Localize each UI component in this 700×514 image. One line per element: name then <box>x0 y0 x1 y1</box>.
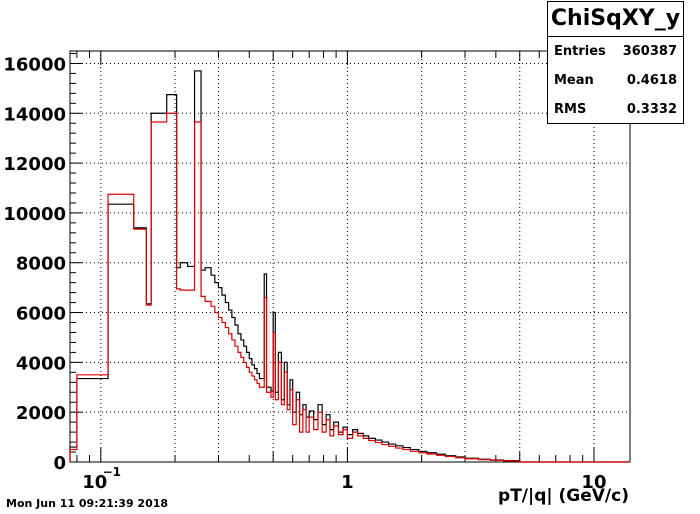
x-tick-labels: 10−1 1 10 <box>82 465 606 493</box>
series-layer <box>69 70 630 463</box>
y-tick-label: 12000 <box>3 154 66 175</box>
y-tick-label: 16000 <box>3 54 66 75</box>
y-tick-label: 4000 <box>16 353 66 374</box>
y-tick-label: 0 <box>53 453 66 474</box>
y-tick-label: 6000 <box>16 304 66 325</box>
stats-title: ChiSqXY_y <box>548 2 683 37</box>
x-tick-label: 10 <box>581 472 606 493</box>
grid-lines <box>70 51 630 462</box>
y-tick-label: 14000 <box>3 104 66 125</box>
y-tick-label: 10000 <box>3 204 66 225</box>
stats-row-entries: Entries 360387 <box>548 37 683 66</box>
minor-ticks <box>70 51 595 463</box>
stats-mean-value: 0.4618 <box>626 73 677 88</box>
x-tick-label: 10 <box>82 472 107 493</box>
stats-row-rms: RMS 0.3332 <box>548 95 683 124</box>
stats-entries-label: Entries <box>554 44 606 59</box>
series-0-histogram <box>69 70 630 463</box>
x-tick-exponent: −1 <box>103 465 121 479</box>
x-axis-title: pT/|q| (GeV/c) <box>498 486 629 506</box>
y-tick-label: 8000 <box>16 254 66 275</box>
stats-entries-value: 360387 <box>622 44 677 59</box>
stats-mean-label: Mean <box>554 73 594 88</box>
stats-row-mean: Mean 0.4618 <box>548 66 683 95</box>
series-1-histogram <box>69 112 630 463</box>
stats-box: ChiSqXY_y Entries 360387 Mean 0.4618 RMS… <box>547 1 684 124</box>
stats-rms-label: RMS <box>554 102 587 117</box>
stats-rms-value: 0.3332 <box>626 102 677 117</box>
y-tick-labels: 0 2000 4000 6000 8000 10000 12000 14000 16000 <box>3 54 66 474</box>
timestamp: Mon Jun 11 09:21:39 2018 <box>6 497 169 510</box>
x-tick-label: 1 <box>341 472 354 493</box>
y-tick-label: 2000 <box>16 403 66 424</box>
plot-frame <box>69 50 631 463</box>
